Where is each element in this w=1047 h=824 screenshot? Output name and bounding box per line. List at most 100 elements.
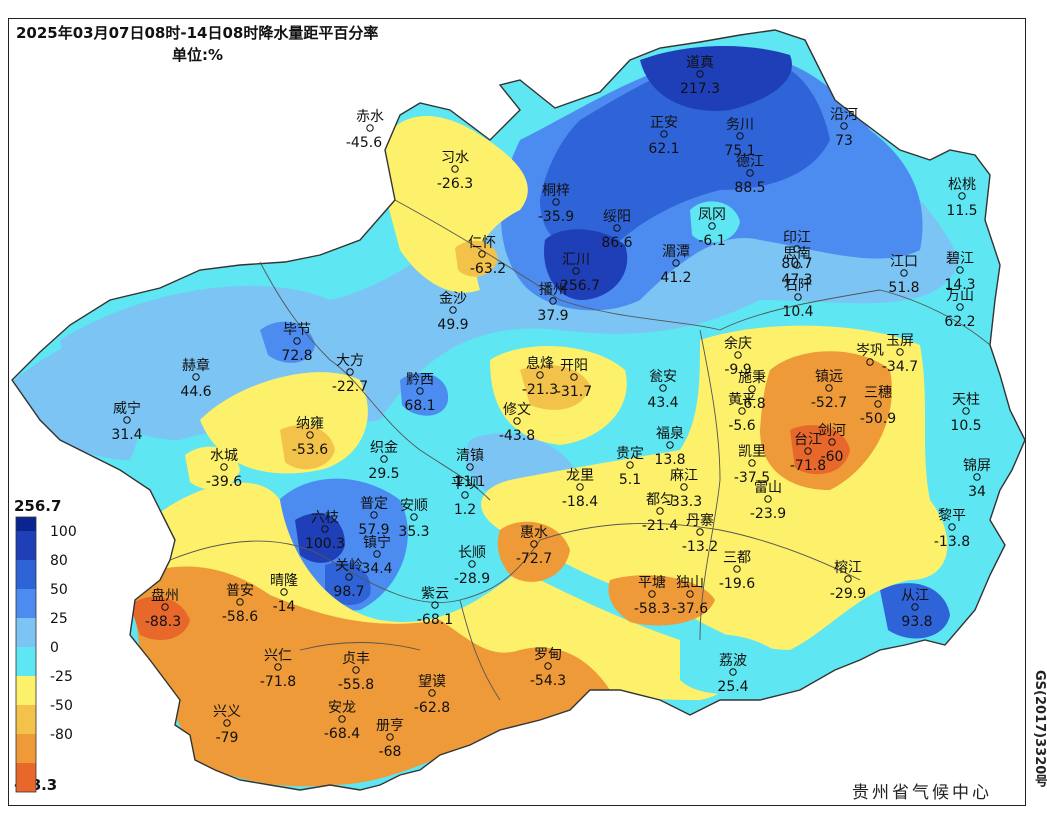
station-marker-icon: [449, 306, 457, 314]
station-name: 纳雍: [296, 416, 324, 432]
station-value: 256.7: [560, 278, 600, 294]
station-name: 沿河: [830, 107, 858, 123]
station-marker-icon: [373, 550, 381, 558]
zone-blue-darker: [540, 54, 830, 253]
station-45: 清镇 11.1: [454, 448, 485, 490]
station-marker-icon: [973, 473, 981, 481]
station-marker-icon: [793, 245, 801, 253]
station-marker-icon: [666, 441, 674, 449]
station-30: 瓮安 43.4: [647, 369, 678, 411]
station-5: 习水 -26.3: [437, 150, 473, 192]
station-value: -68: [379, 744, 402, 760]
station-value: 100.3: [305, 536, 345, 552]
station-value: 29.5: [368, 466, 399, 482]
station-41: 剑河 -60: [818, 423, 846, 465]
zone-orange-xifeng-center: [520, 365, 590, 410]
station-value: -68.4: [324, 726, 360, 742]
zone-red-taijiang: [790, 425, 850, 475]
station-value: 88.5: [734, 180, 765, 196]
station-value: -35.9: [538, 209, 574, 225]
boundary-line: [259, 261, 491, 501]
colorbar-tick-label: 50: [50, 582, 68, 598]
zone-blue-congjiang: [880, 583, 950, 639]
station-28: 息烽 -21.3: [522, 355, 558, 398]
station-name: 普安: [226, 583, 254, 599]
station-value: -68.1: [417, 612, 453, 628]
station-36: 天柱 10.5: [950, 392, 981, 434]
station-marker-icon: [680, 483, 688, 491]
station-name: 六枝: [311, 510, 339, 526]
boundary-line: [459, 599, 501, 701]
station-value: 68.1: [404, 398, 435, 414]
station-name: 息烽: [526, 355, 554, 372]
station-name: 龙里: [566, 468, 594, 484]
station-name: 镇远: [815, 369, 843, 385]
station-marker-icon: [896, 348, 904, 356]
station-76: 望谟 -62.8: [414, 674, 450, 716]
station-name: 万山: [946, 288, 974, 304]
station-value: 93.8: [901, 614, 932, 630]
station-marker-icon: [366, 124, 374, 132]
station-marker-icon: [370, 511, 378, 519]
station-value: 34: [968, 484, 986, 500]
station-marker-icon: [659, 384, 667, 392]
zone-100-liuzhi: [295, 513, 345, 563]
station-1: 正安 62.1: [648, 115, 679, 157]
station-marker-icon: [764, 495, 772, 503]
station-name: 碧江: [946, 251, 974, 267]
station-name: 福泉: [656, 425, 684, 442]
station-39: 修文 -43.8: [499, 402, 535, 444]
station-52: 雷山 -23.9: [750, 480, 786, 522]
station-marker-icon: [840, 122, 848, 130]
station-name: 赤水: [356, 109, 384, 125]
station-15: 湄潭 41.2: [660, 243, 691, 286]
station-name: 从江: [901, 588, 929, 604]
station-marker-icon: [549, 297, 557, 305]
station-marker-icon: [192, 373, 200, 381]
zone-100-huichuan: [544, 229, 628, 300]
station-marker-icon: [236, 598, 244, 606]
station-name: 黎平: [938, 508, 966, 524]
station-marker-icon: [552, 198, 560, 206]
station-19: 播州 37.9: [537, 282, 568, 324]
station-marker-icon: [576, 483, 584, 491]
colorbar-swatch: [16, 517, 36, 531]
station-value: -13.2: [682, 539, 718, 555]
station-marker-icon: [352, 666, 360, 674]
zone-orange-zhenyuan: [760, 351, 892, 490]
station-value: -29.9: [830, 586, 866, 602]
station-value: 49.9: [437, 317, 468, 333]
colorbar-outline: [15, 516, 37, 793]
station-12: 思南 47.3: [781, 246, 812, 288]
station-value: -39.6: [206, 474, 242, 490]
station-66: 普安 -58.6: [222, 583, 258, 625]
station-value: -14: [273, 599, 296, 615]
zone-red-panzhou: [130, 596, 190, 640]
station-marker-icon: [956, 303, 964, 311]
station-name: 荔波: [719, 653, 747, 669]
station-4: 赤水 -45.6: [346, 109, 384, 151]
station-name: 正安: [650, 115, 678, 131]
station-marker-icon: [380, 455, 388, 463]
station-marker-icon: [733, 565, 741, 573]
station-name: 惠水: [520, 525, 548, 541]
station-marker-icon: [746, 169, 754, 177]
station-marker-icon: [962, 407, 970, 415]
station-marker-icon: [544, 662, 552, 670]
station-value: 37.9: [537, 308, 568, 324]
station-46: 贵定 5.1: [616, 446, 644, 488]
station-name: 大方: [336, 353, 364, 369]
zone-yellow-north-west: [381, 116, 528, 293]
station-name: 紫云: [421, 586, 449, 602]
station-37: 威宁 31.4: [111, 400, 142, 443]
zone-orange-south-west: [130, 566, 610, 787]
station-value: -37.5: [734, 470, 770, 486]
station-name: 雷山: [754, 480, 782, 496]
zone-orange-dafang-lower: [280, 425, 335, 470]
station-65: 晴隆 -14: [270, 573, 298, 615]
station-marker-icon: [274, 663, 282, 671]
station-24: 余庆 -9.9: [724, 335, 752, 378]
station-value: -21.4: [642, 518, 678, 534]
station-58: 镇宁 34.4: [361, 534, 392, 577]
